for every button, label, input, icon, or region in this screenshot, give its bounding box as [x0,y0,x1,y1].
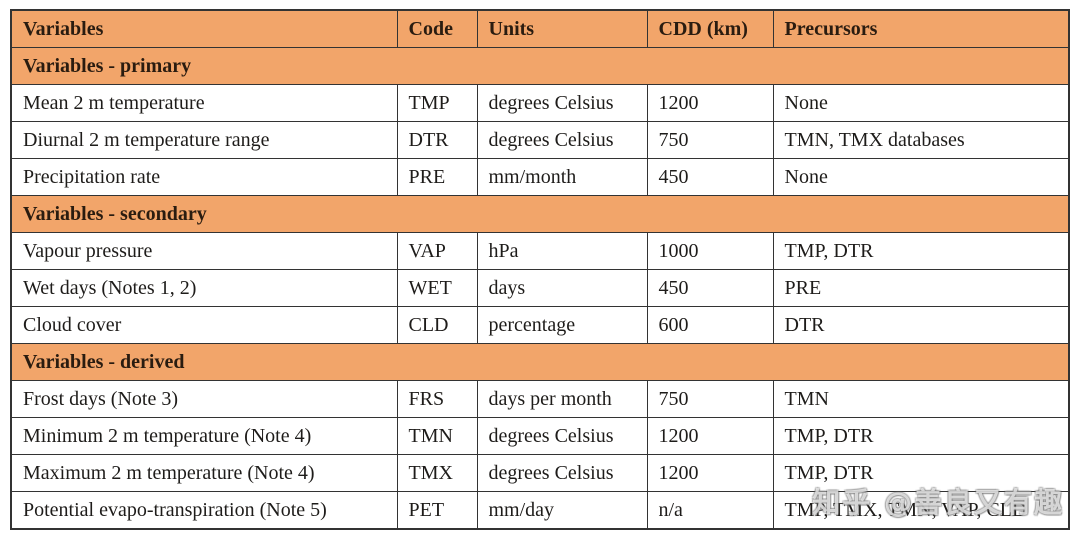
cell-variable: Vapour pressure [10,232,398,270]
cell-variable: Cloud cover [10,306,398,344]
cell-units: mm/month [476,158,648,196]
cell-code: FRS [396,380,478,418]
cell-variable: Diurnal 2 m temperature range [10,121,398,159]
column-header-precursors: Precursors [772,9,1070,48]
column-header-cdd: CDD (km) [646,9,774,48]
cell-units: days per month [476,380,648,418]
cell-units: degrees Celsius [476,454,648,492]
cell-variable: Mean 2 m temperature [10,84,398,122]
cell-cdd: 600 [646,306,774,344]
column-header-units: Units [476,9,648,48]
cell-variable: Potential evapo-transpiration (Note 5) [10,491,398,530]
section-title: Variables - primary [10,47,1070,85]
cell-units: days [476,269,648,307]
cell-code: VAP [396,232,478,270]
cell-precursors: TMP, DTR [772,417,1070,455]
table-row: Maximum 2 m temperature (Note 4) TMX degre… [10,454,1070,492]
table-row: Cloud cover CLD percentage 600 DTR [10,306,1070,344]
cell-cdd: 1200 [646,454,774,492]
table-row: Frost days (Note 3) FRS days per month 750 T… [10,380,1070,418]
table-row: Wet days (Notes 1, 2) WET days 450 PRE [10,269,1070,307]
cell-cdd: 1000 [646,232,774,270]
table-row: Vapour pressure VAP hPa 1000 TMP, DTR [10,232,1070,270]
cell-precursors: DTR [772,306,1070,344]
cell-cdd: n/a [646,491,774,530]
cell-variable: Wet days (Notes 1, 2) [10,269,398,307]
table-row: Diurnal 2 m temperature range DTR degrees … [10,121,1070,159]
cell-cdd: 450 [646,158,774,196]
cell-code: TMP [396,84,478,122]
cell-precursors: TMN [772,380,1070,418]
table-row: Mean 2 m temperature TMP degrees Celsius 12… [10,84,1070,122]
cell-cdd: 450 [646,269,774,307]
cell-precursors: TMP, DTR [772,232,1070,270]
cell-variable: Frost days (Note 3) [10,380,398,418]
cell-cdd: 750 [646,121,774,159]
cell-variable: Maximum 2 m temperature (Note 4) [10,454,398,492]
cell-units: degrees Celsius [476,417,648,455]
cell-precursors: TMN, TMX databases [772,121,1070,159]
table-row: Minimum 2 m temperature (Note 4) TMN degre… [10,417,1070,455]
cell-units: degrees Celsius [476,121,648,159]
table-body: Variables - primary Mean 2 m temperature T… [10,47,1070,530]
section-title: Variables - derived [10,343,1070,381]
cell-code: TMX [396,454,478,492]
header-row: Variables Code Units CDD (km) Precursors [10,9,1070,48]
cell-cdd: 750 [646,380,774,418]
cell-variable: Precipitation rate [10,158,398,196]
cell-units: degrees Celsius [476,84,648,122]
section-header-row: Variables - derived [10,343,1070,381]
cell-cdd: 1200 [646,417,774,455]
cell-units: mm/day [476,491,648,530]
cell-code: WET [396,269,478,307]
column-header-code: Code [396,9,478,48]
table-row: Precipitation rate PRE mm/month 450 None [10,158,1070,196]
climate-variables-table: Variables Code Units CDD (km) Precursors… [10,9,1070,530]
cell-precursors: None [772,158,1070,196]
section-header-row: Variables - secondary [10,195,1070,233]
table-row: Potential evapo-transpiration (Note 5) PE… [10,491,1070,530]
cell-cdd: 1200 [646,84,774,122]
cell-code: PRE [396,158,478,196]
column-header-variables: Variables [10,9,398,48]
table-header: Variables Code Units CDD (km) Precursors [10,9,1070,48]
cell-code: DTR [396,121,478,159]
cell-precursors: TMP, DTR [772,454,1070,492]
cell-precursors: None [772,84,1070,122]
cell-code: TMN [396,417,478,455]
cell-variable: Minimum 2 m temperature (Note 4) [10,417,398,455]
section-title: Variables - secondary [10,195,1070,233]
section-header-row: Variables - primary [10,47,1070,85]
cell-precursors: TMP, TMX, TMN, VAP, CLD [772,491,1070,530]
cell-units: percentage [476,306,648,344]
cell-precursors: PRE [772,269,1070,307]
cell-units: hPa [476,232,648,270]
cell-code: PET [396,491,478,530]
cell-code: CLD [396,306,478,344]
